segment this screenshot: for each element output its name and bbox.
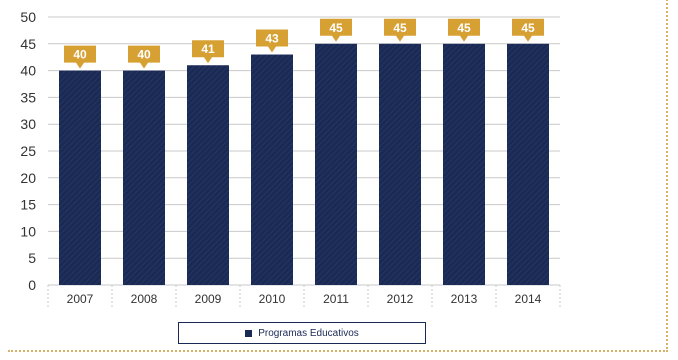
data-label-box [512, 18, 544, 42]
bar [315, 43, 357, 285]
data-label: 45 [393, 21, 407, 35]
x-tick-label: 2013 [451, 292, 478, 306]
y-tick-label: 50 [20, 9, 36, 25]
x-axis-ticks: 2007 2008 2009 2010 2011 2012 2013 2014 [67, 292, 542, 306]
y-tick-label: 30 [20, 116, 36, 132]
data-label: 45 [457, 21, 471, 35]
y-tick-label: 0 [28, 277, 36, 293]
legend: Programas Educativos [178, 322, 426, 344]
data-label-box [192, 40, 224, 64]
data-label: 45 [521, 21, 535, 35]
data-label: 45 [329, 21, 343, 35]
x-tick-label: 2014 [515, 292, 542, 306]
data-label: 40 [73, 48, 87, 62]
bar [251, 54, 293, 285]
y-axis-ticks: 0 5 10 15 20 25 30 35 40 45 50 [20, 9, 36, 293]
data-labels: 40 40 41 43 45 45 45 45 [64, 18, 544, 69]
y-tick-label: 40 [20, 63, 36, 79]
y-tick-label: 5 [28, 250, 36, 266]
data-label: 43 [265, 32, 279, 46]
data-label-box [448, 18, 480, 42]
x-tick-label: 2011 [323, 292, 349, 306]
x-tick-label: 2009 [195, 292, 222, 306]
data-label-box [128, 45, 160, 69]
data-label: 40 [137, 48, 151, 62]
bar [507, 43, 549, 285]
legend-label: Programas Educativos [258, 327, 359, 339]
data-label-box [256, 29, 288, 53]
data-label: 41 [201, 42, 215, 56]
x-tick-label: 2012 [387, 292, 414, 306]
bar [123, 70, 165, 285]
y-tick-label: 20 [20, 170, 36, 186]
bars [59, 43, 549, 286]
y-tick-label: 10 [20, 223, 36, 239]
legend-swatch [245, 329, 253, 337]
x-tick-label: 2008 [131, 292, 158, 306]
data-label-box [64, 45, 96, 69]
x-tick-label: 2007 [67, 292, 94, 306]
y-tick-label: 45 [20, 36, 36, 52]
y-tick-label: 25 [20, 143, 36, 159]
x-tick-label: 2010 [259, 292, 286, 306]
y-tick-label: 35 [20, 89, 36, 105]
bar [59, 70, 101, 285]
bar [379, 43, 421, 285]
y-tick-label: 15 [20, 197, 36, 213]
bar [187, 65, 229, 286]
data-label-box [320, 18, 352, 42]
bar [443, 43, 485, 285]
data-label-box [384, 18, 416, 42]
